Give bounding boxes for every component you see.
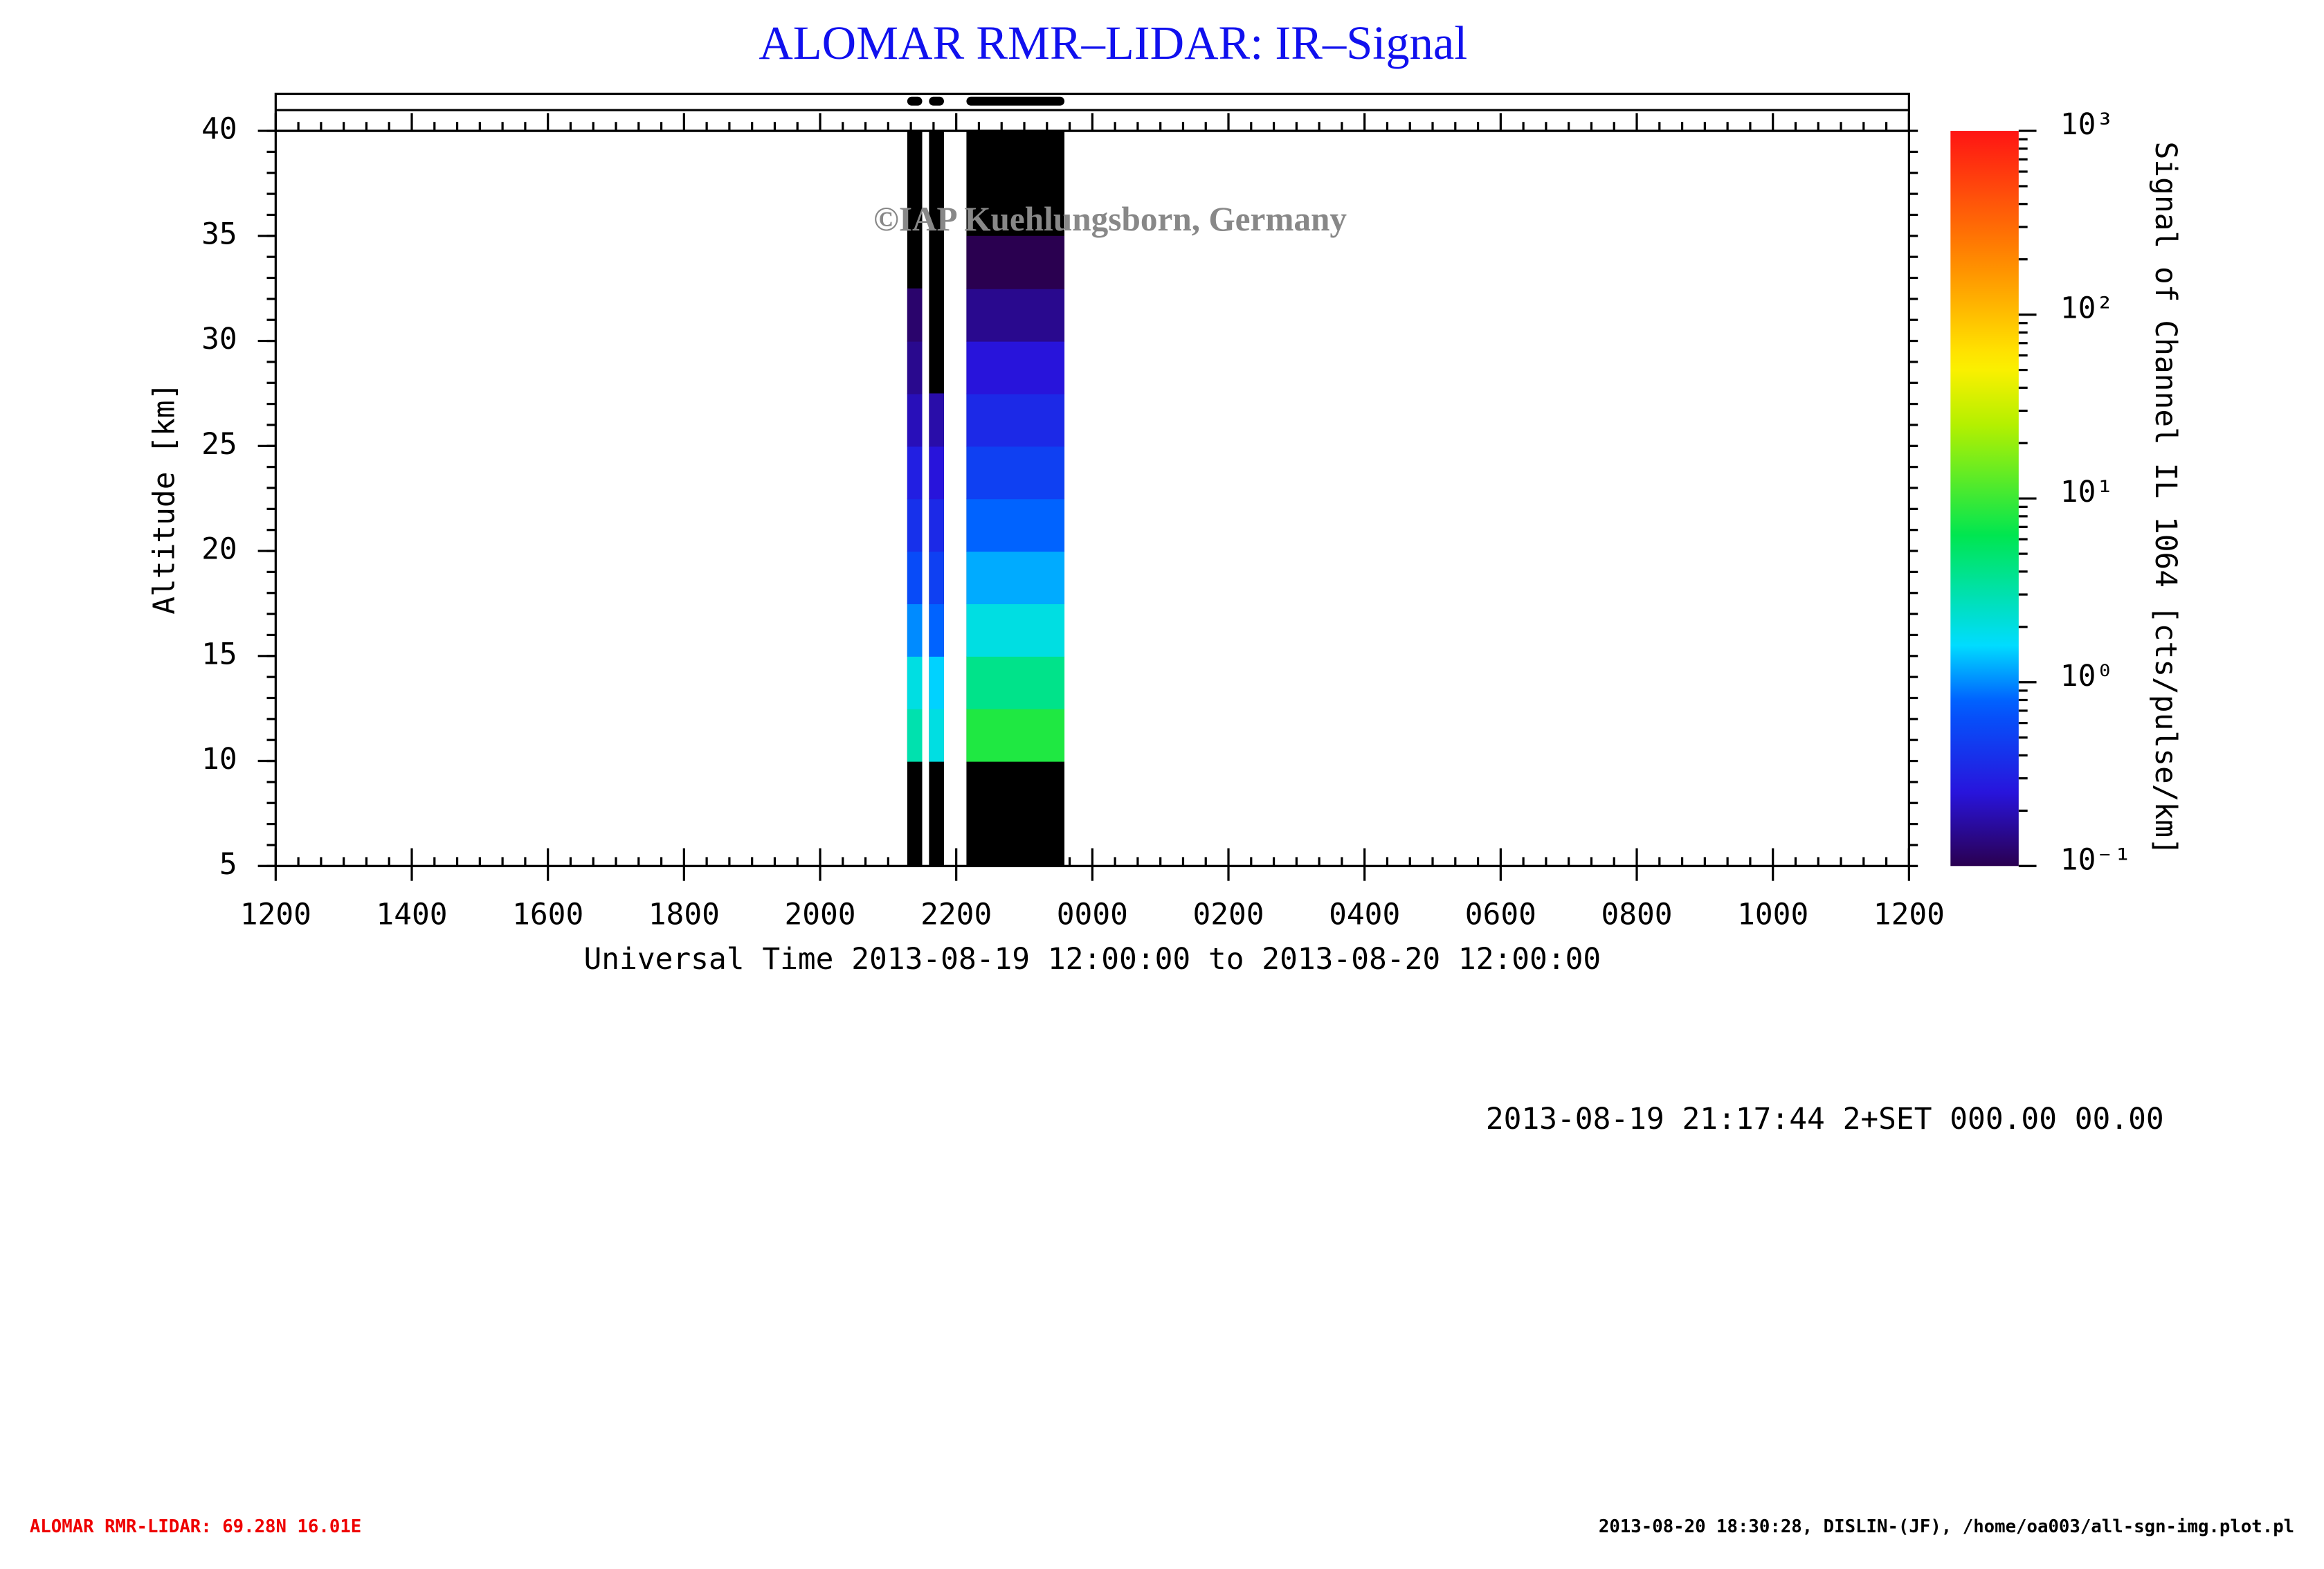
x-tick-label: 1400: [376, 898, 447, 932]
colorbar-tick-label: 10⁻¹: [2060, 842, 2132, 877]
x-tick-label: 1200: [240, 898, 311, 932]
y-tick-label: 30: [201, 322, 237, 356]
heatmap-cell: [907, 655, 923, 709]
heatmap-cell: [966, 551, 1065, 604]
y-axis-label: Altitude [km]: [147, 383, 181, 615]
heatmap-cell: [907, 603, 923, 657]
colorbar-tick-label: 10¹: [2060, 475, 2114, 509]
heatmap-cell: [966, 655, 1065, 709]
y-tick-label: 35: [201, 217, 237, 251]
heatmap-cell: [929, 393, 944, 447]
chart-title: ALOMAR RMR–LIDAR: IR–Signal: [759, 17, 1467, 69]
heatmap-cell: [907, 288, 923, 342]
heatmap-cell: [907, 708, 923, 762]
colorbar-tick-label: 10²: [2060, 291, 2114, 326]
y-tick-label: 10: [201, 742, 237, 777]
heatmap-cell: [966, 235, 1065, 289]
heatmap-cell: [966, 393, 1065, 447]
x-tick-label: 1600: [512, 898, 583, 932]
heatmap-cell: [907, 498, 923, 552]
x-tick-label: 0600: [1465, 898, 1536, 932]
x-tick-label: 1800: [648, 898, 720, 932]
footer-left: ALOMAR RMR-LIDAR: 69.28N 16.01E: [30, 1516, 361, 1537]
colorbar: [1950, 131, 2019, 867]
heatmap-cell: [966, 603, 1065, 657]
segment-marker: [907, 96, 923, 106]
y-tick-label: 40: [201, 112, 237, 147]
footer-right: 2013-08-20 18:30:28, DISLIN-(JF), /home/…: [1599, 1516, 2294, 1537]
segment-marker: [929, 96, 944, 106]
x-tick-label: 0200: [1192, 898, 1264, 932]
y-tick-label: 15: [201, 637, 237, 671]
colorbar-tick-label: 10³: [2060, 107, 2114, 142]
x-tick-label: 2000: [784, 898, 855, 932]
heatmap-cell: [929, 655, 944, 709]
y-tick-label: 5: [219, 847, 237, 882]
x-tick-label: 1000: [1737, 898, 1808, 932]
x-tick-label: 2200: [920, 898, 992, 932]
heatmap-cell: [929, 446, 944, 500]
y-tick-label: 20: [201, 532, 237, 567]
heatmap-cell: [929, 551, 944, 604]
segment-marker: [966, 96, 1065, 106]
heatmap-cell: [966, 446, 1065, 500]
heatmap-cell: [907, 446, 923, 500]
x-tick-label: 0400: [1329, 898, 1400, 932]
x-tick-label: 0800: [1601, 898, 1672, 932]
heatmap-cell: [929, 498, 944, 552]
heatmap-cell: [907, 551, 923, 604]
watermark: ©IAP Kuehlungsborn, Germany: [873, 200, 1347, 238]
heatmap-cell: [929, 708, 944, 762]
y-tick-label: 25: [201, 427, 237, 462]
heatmap-cell: [966, 498, 1065, 552]
x-tick-label: 0000: [1057, 898, 1128, 932]
colorbar-tick-label: 10⁰: [2060, 659, 2114, 693]
heatmap-cell: [907, 393, 923, 447]
heatmap-cell: [966, 708, 1065, 762]
annotation: 2013-08-19 21:17:44 2+SET 000.00 00.00: [1486, 1102, 2164, 1136]
heatmap-cell: [929, 603, 944, 657]
heatmap-cell: [966, 288, 1065, 342]
x-axis-label: Universal Time 2013-08-19 12:00:00 to 20…: [583, 942, 1601, 977]
heatmap-cell: [907, 341, 923, 394]
heatmap-cell: [966, 341, 1065, 394]
x-tick-label: 1200: [1873, 898, 1945, 932]
colorbar-label: Signal of Channel IL 1064 [cts/pulse/km]: [2148, 141, 2183, 855]
